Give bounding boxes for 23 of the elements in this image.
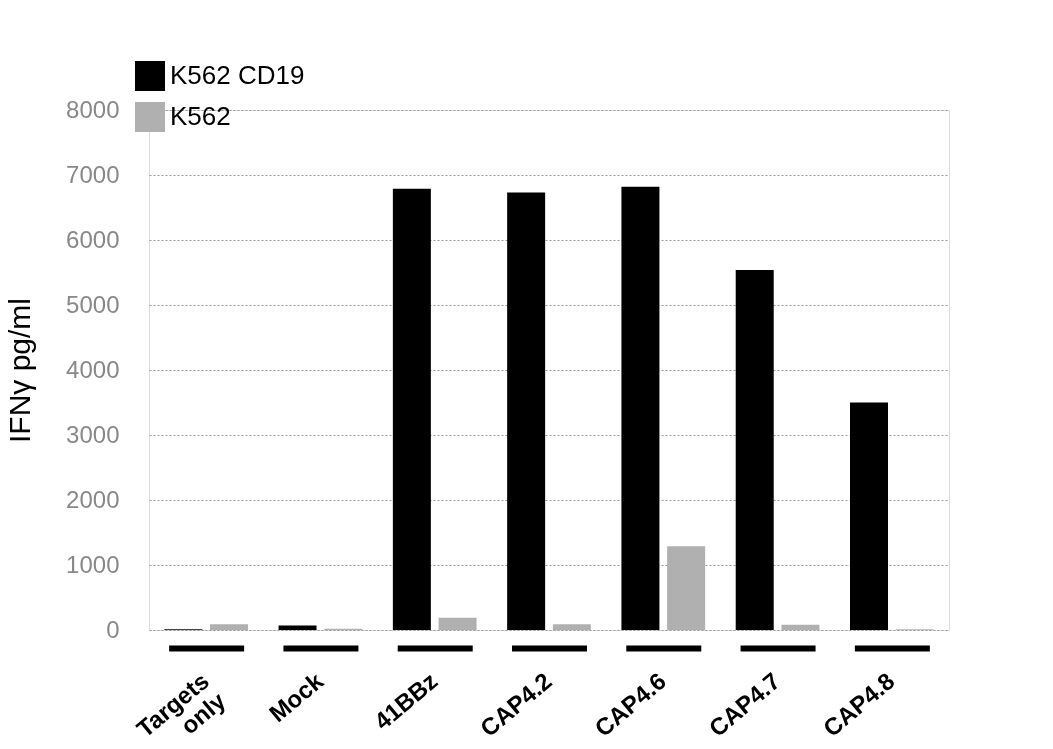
bar: [392, 188, 431, 630]
bar: [667, 546, 706, 630]
bar: [850, 402, 888, 630]
y-tick-label: 0: [106, 615, 120, 643]
bar: [278, 625, 317, 630]
y-tick-label: 3000: [66, 420, 120, 448]
bar: [210, 624, 248, 630]
bar: [781, 624, 820, 630]
y-tick-label: 2000: [66, 485, 120, 513]
bar: [438, 617, 477, 630]
y-tick-label: 8000: [66, 95, 120, 123]
bar: [621, 186, 660, 630]
legend-label: K562: [170, 101, 231, 131]
bar: [507, 192, 546, 630]
bar: [552, 624, 591, 630]
y-axis-title: IFNγ pg/ml: [3, 297, 37, 444]
legend-label: K562 CD19: [170, 60, 305, 90]
y-tick-label: 1000: [66, 550, 120, 578]
bar: [735, 269, 774, 630]
y-tick-label: 7000: [66, 160, 120, 188]
y-tick-label: 6000: [66, 225, 120, 253]
y-tick-label: 4000: [66, 355, 120, 383]
y-tick-label: 5000: [66, 290, 120, 318]
